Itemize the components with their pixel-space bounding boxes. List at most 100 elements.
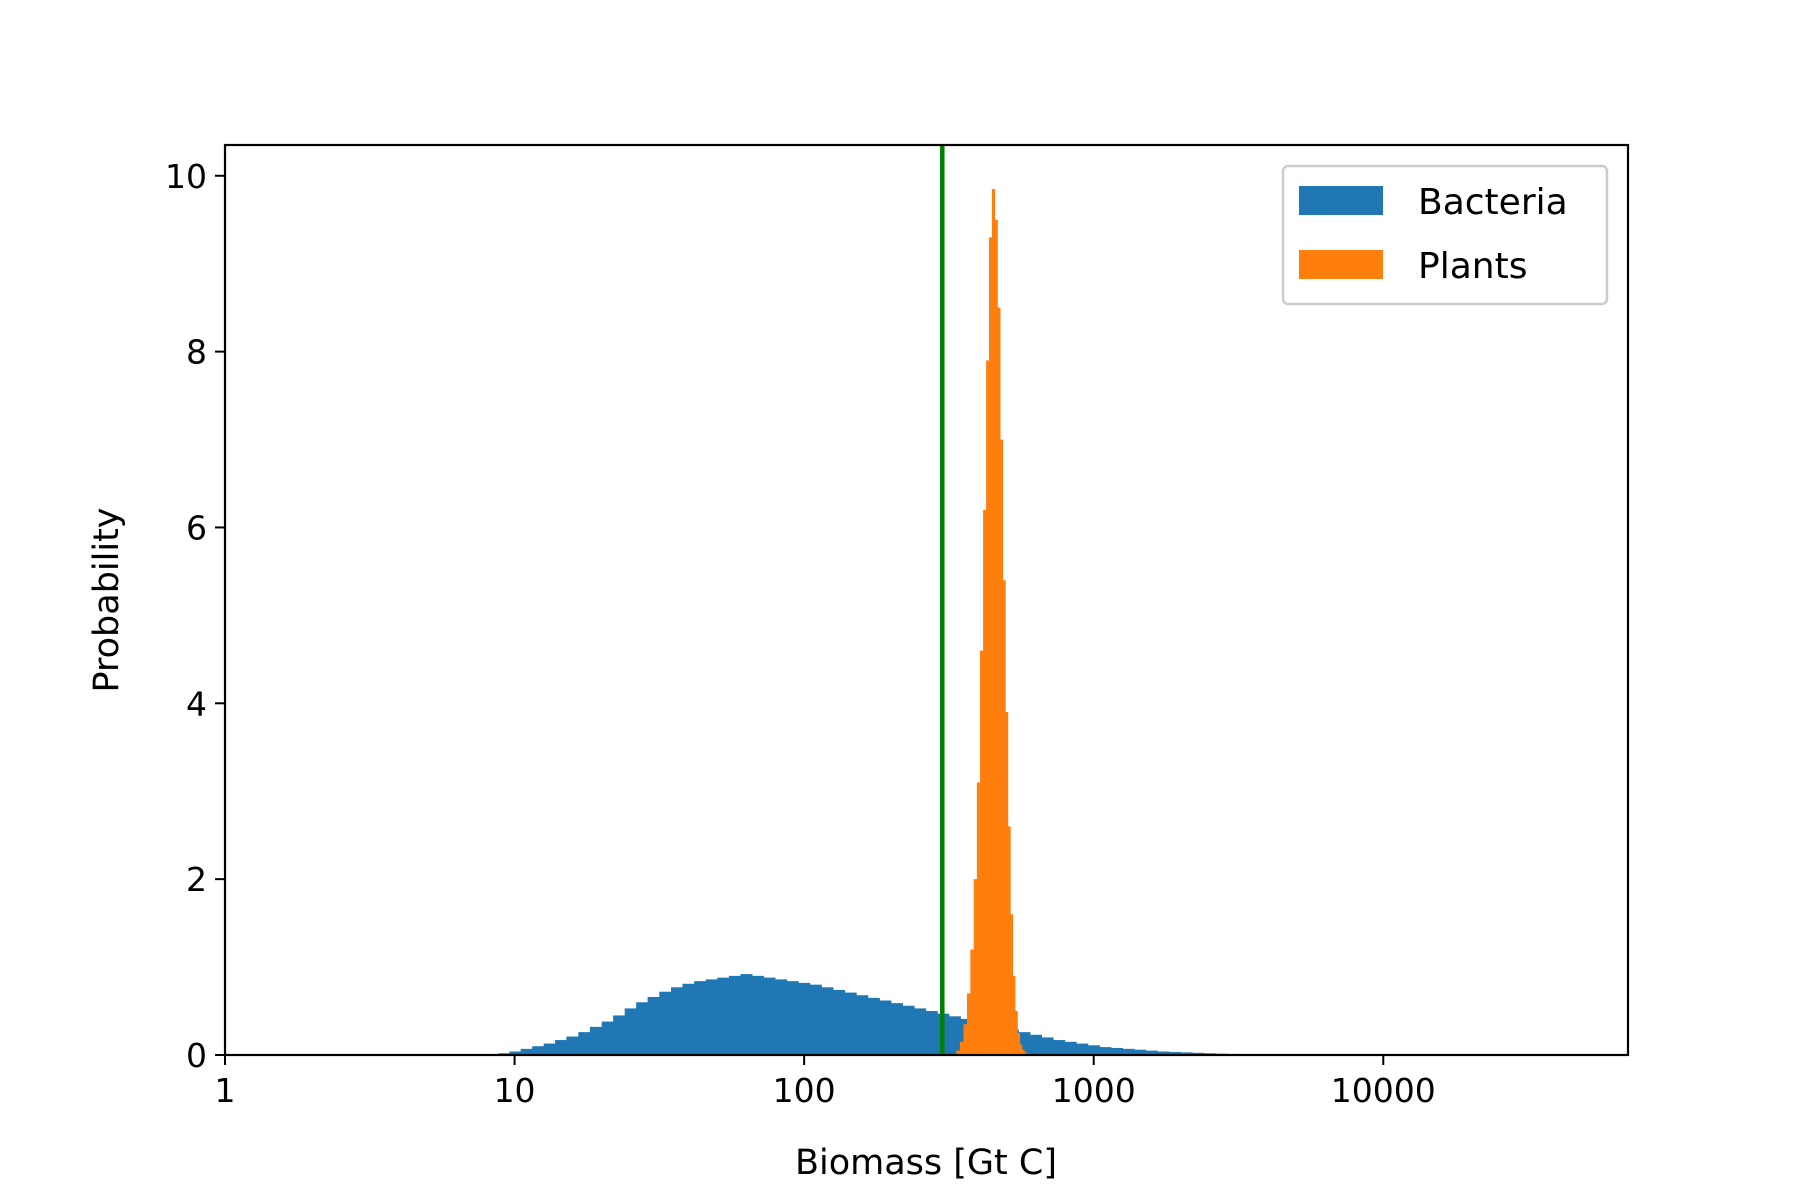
bacteria-bar (809, 984, 822, 1055)
x-tick-label: 10 (494, 1071, 536, 1110)
bacteria-bar (1018, 1032, 1031, 1055)
plants-bar (986, 360, 990, 1055)
bacteria-bar (1041, 1037, 1054, 1055)
legend-swatch-plants (1299, 250, 1383, 279)
bacteria-bar (1169, 1051, 1181, 1055)
bacteria-bar (821, 987, 834, 1055)
bacteria-bar (717, 977, 730, 1055)
bacteria-bar (844, 992, 857, 1055)
plants-bar (989, 237, 993, 1055)
legend: Bacteria Plants (1281, 164, 1609, 306)
bacteria-bar (1122, 1048, 1135, 1055)
bacteria-bar (1157, 1051, 1170, 1055)
plants-bar (956, 1050, 961, 1055)
bacteria-bar (682, 983, 695, 1055)
plants-bar (970, 949, 975, 1055)
plants-bar (1017, 1033, 1021, 1055)
plants-bar (1021, 1049, 1025, 1055)
bacteria-bar (1076, 1043, 1089, 1055)
y-tick-label: 4 (186, 684, 207, 723)
plants-bar (1012, 975, 1016, 1055)
plants-bar (1010, 914, 1014, 1055)
plants-bar (966, 993, 971, 1055)
plants-bar (976, 782, 981, 1055)
bacteria-bar (1099, 1047, 1112, 1055)
legend-swatch-bacteria (1299, 186, 1383, 215)
bacteria-bar (1134, 1049, 1147, 1055)
bacteria-bar (532, 1046, 545, 1055)
plants-bar (1019, 1044, 1023, 1055)
plants-bar (994, 219, 998, 1056)
bacteria-bar (509, 1051, 522, 1055)
bacteria-bar (728, 975, 741, 1055)
y-tick-label: 2 (186, 860, 207, 899)
bacteria-bar (647, 996, 660, 1055)
bacteria-bar (694, 981, 707, 1055)
bacteria-bar (613, 1015, 626, 1055)
bacteria-bar (914, 1008, 927, 1055)
bacteria-bar (1180, 1052, 1193, 1055)
plants-bar (1005, 712, 1009, 1055)
y-axis-ticks: 0 2 4 6 8 10 (165, 157, 225, 1075)
plants-bar (963, 1024, 968, 1055)
x-tick-label: 100 (773, 1071, 836, 1110)
bacteria-bar (902, 1005, 915, 1055)
bacteria-bar (601, 1021, 614, 1055)
y-tick-label: 6 (186, 508, 207, 547)
legend-label-bacteria: Bacteria (1418, 182, 1568, 223)
y-tick-label: 0 (186, 1036, 207, 1075)
bacteria-bar (578, 1032, 591, 1055)
bacteria-bar (879, 1000, 892, 1055)
bacteria-bar (833, 989, 846, 1055)
bacteria-bar (763, 977, 776, 1055)
plants-bar (997, 307, 1001, 1055)
bacteria-bar (520, 1048, 533, 1055)
bacteria-bar (752, 975, 764, 1055)
x-axis-ticks: 1 10 100 1000 10000 (215, 1055, 1436, 1110)
bacteria-bar (1087, 1045, 1100, 1055)
axes-frame (223, 143, 1630, 1057)
bacteria-bar (798, 982, 811, 1055)
x-tick-label: 10000 (1331, 1071, 1436, 1110)
bacteria-bar (671, 987, 683, 1055)
bacteria-bar (775, 979, 788, 1055)
bacteria-bar (786, 981, 799, 1055)
x-tick-label: 1000 (1052, 1071, 1136, 1110)
x-tick-label: 1 (215, 1071, 236, 1110)
series-bacteria (486, 974, 1263, 1055)
plants-bar (973, 879, 978, 1055)
bacteria-bar (891, 1003, 904, 1055)
y-tick-label: 10 (165, 157, 207, 196)
plants-bar (959, 1041, 964, 1055)
bacteria-bar (1030, 1034, 1042, 1055)
bacteria-bar (636, 1002, 648, 1055)
bacteria-bar (1145, 1050, 1158, 1055)
bacteria-bar (624, 1008, 637, 1055)
series-plants (956, 188, 1029, 1056)
y-tick-label: 8 (186, 333, 207, 372)
bacteria-bar (543, 1043, 556, 1055)
y-axis-label: Probability (87, 507, 127, 692)
plants-bar (1000, 439, 1004, 1055)
bacteria-bar (948, 1016, 961, 1055)
plants-bar (1007, 826, 1011, 1055)
x-axis-label: Biomass [Gt C] (795, 1143, 1057, 1183)
bacteria-bar (659, 991, 672, 1055)
plants-bar (1002, 580, 1006, 1055)
plants-bar (1024, 1052, 1027, 1055)
bacteria-bar (555, 1040, 567, 1055)
bacteria-bar (740, 974, 753, 1055)
legend-label-plants: Plants (1418, 246, 1527, 287)
plants-bar (983, 509, 987, 1055)
bacteria-bar (1064, 1041, 1077, 1055)
plants-bar (1015, 1011, 1018, 1055)
bacteria-bar (1053, 1040, 1066, 1055)
plot-area (486, 188, 1263, 1056)
plants-bar (980, 650, 984, 1055)
bacteria-bar (566, 1036, 579, 1055)
bacteria-bar (705, 979, 718, 1055)
bacteria-bar (925, 1011, 938, 1055)
bacteria-bar (867, 997, 880, 1055)
bacteria-bar (856, 995, 869, 1055)
